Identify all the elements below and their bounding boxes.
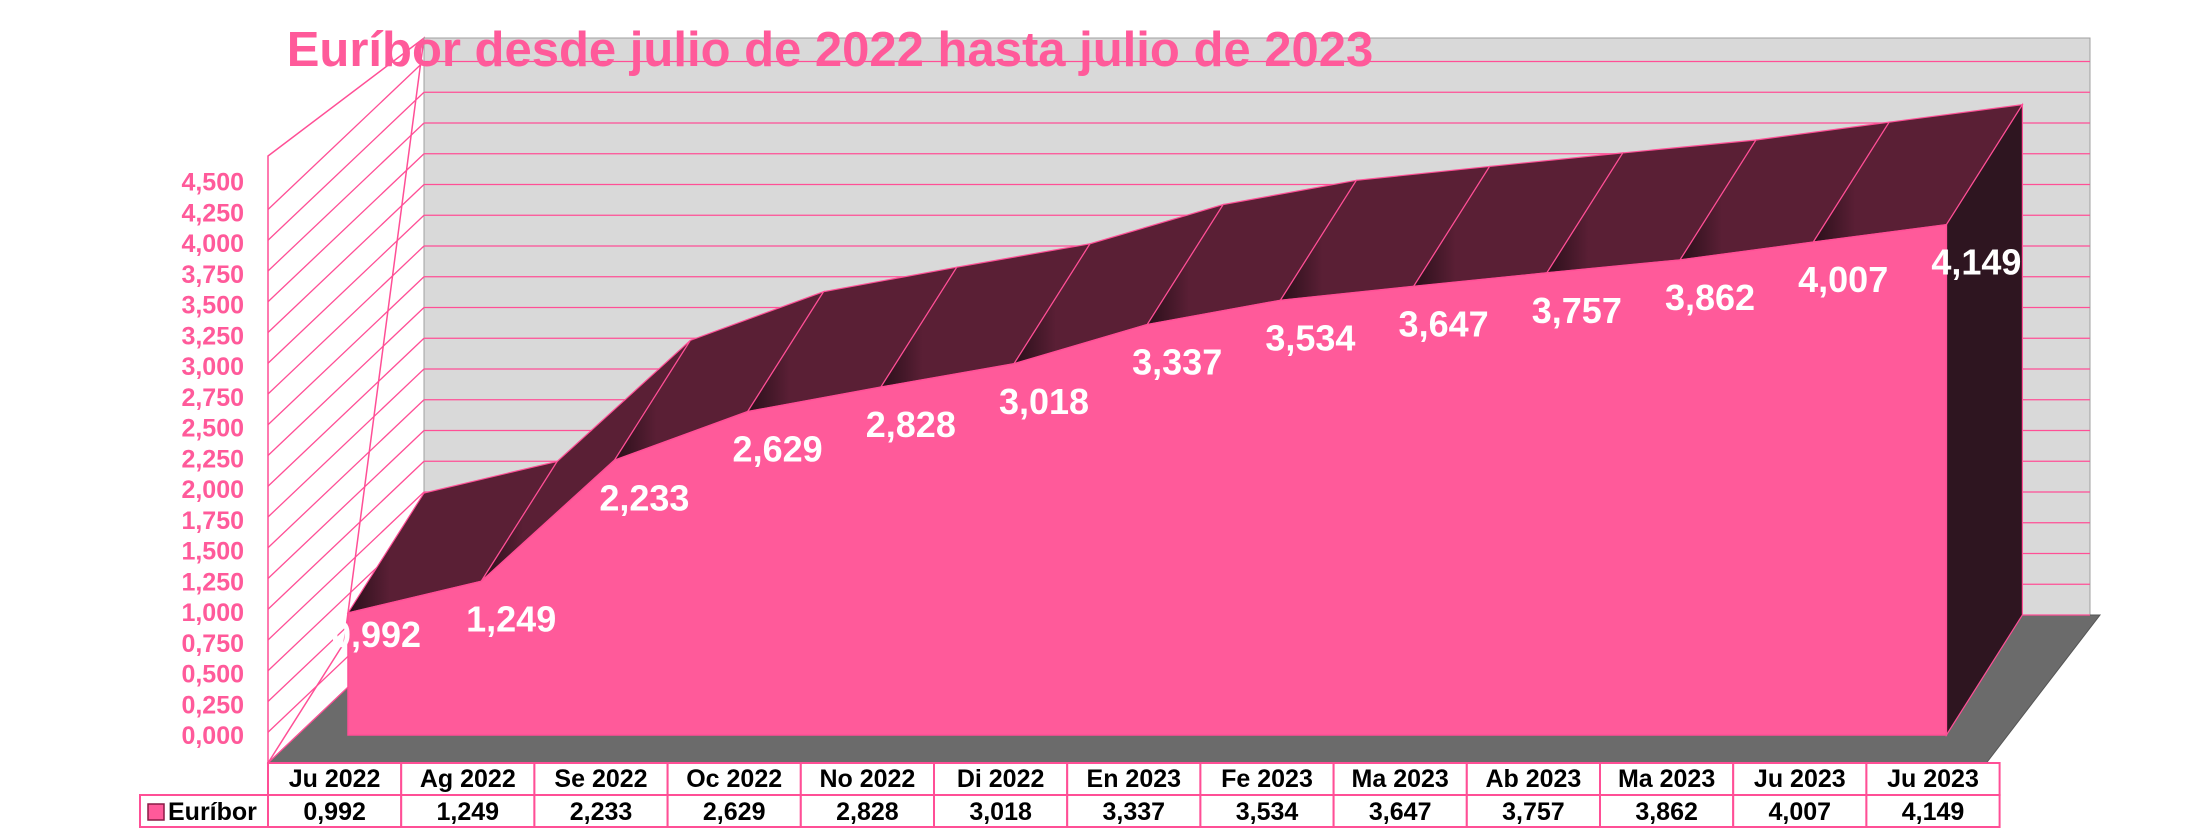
- area-front-face: [347, 223, 1948, 736]
- data-label: 2,233: [599, 477, 689, 518]
- category-label: En 2023: [1087, 765, 1182, 793]
- y-tick-label: 4,000: [181, 230, 244, 258]
- category-label: Se 2022: [554, 765, 647, 793]
- y-tick-label: 0,500: [181, 661, 244, 689]
- data-label: 3,862: [1665, 277, 1755, 318]
- value-cell: [666, 794, 802, 828]
- y-tick-label: 3,250: [181, 322, 244, 350]
- table-value: 2,629: [703, 798, 766, 826]
- y-tick-label: 1,250: [181, 568, 244, 596]
- table-value: 3,337: [1103, 798, 1166, 826]
- category-label: Ju 2022: [289, 765, 381, 793]
- legend-swatch: [147, 803, 165, 821]
- category-label: Fe 2023: [1221, 765, 1313, 793]
- data-table: Euríbor Ju 2022 0,992 Ag 2022 1,249 Se 2022 2,…: [139, 762, 2001, 828]
- table-value: 2,233: [570, 798, 633, 826]
- category-cell: [1599, 762, 1735, 796]
- gridline-side: [267, 368, 425, 518]
- data-label: 1,249: [466, 598, 556, 639]
- y-tick-label: 2,500: [181, 415, 244, 443]
- data-label: 2,828: [866, 404, 956, 445]
- category-label: Ma 2023: [1618, 765, 1715, 793]
- gridline-side: [267, 122, 425, 272]
- table-value: 3,534: [1236, 798, 1299, 826]
- chart-title: Euríbor desde julio de 2022 hasta julio …: [286, 23, 1374, 77]
- y-tick-label: 2,250: [181, 445, 244, 473]
- data-label: 3,647: [1399, 303, 1489, 344]
- table-value: 0,992: [303, 798, 366, 826]
- y-tick-label: 4,250: [181, 199, 244, 227]
- y-tick-label: 4,500: [181, 169, 244, 197]
- category-label: Ju 2023: [1754, 765, 1846, 793]
- category-label: No 2022: [819, 765, 915, 793]
- gridline-side: [267, 337, 425, 487]
- data-label: 3,757: [1532, 290, 1622, 331]
- category-label: Oc 2022: [686, 765, 782, 793]
- table-value: 4,149: [1902, 798, 1965, 826]
- table-value: 2,828: [836, 798, 899, 826]
- category-label: Ag 2022: [420, 765, 516, 793]
- gridline-side: [267, 307, 425, 456]
- y-tick-label: 3,750: [181, 261, 244, 289]
- table-value: 1,249: [437, 798, 500, 826]
- data-label: 0,992: [331, 614, 421, 655]
- gridline-side: [267, 184, 425, 333]
- gridline-side: [267, 61, 425, 210]
- value-cell: [1066, 794, 1202, 828]
- gridline-side: [267, 460, 425, 610]
- gridline-side: [267, 491, 425, 641]
- category-label: Ab 2023: [1485, 765, 1581, 793]
- category-cell: [666, 762, 802, 796]
- category-cell: [1732, 762, 1868, 796]
- y-tick-label: 3,000: [181, 353, 244, 381]
- category-label: Ma 2023: [1352, 765, 1449, 793]
- value-cell: [533, 794, 669, 828]
- legend-label: Euríbor: [168, 798, 257, 826]
- gridline-side: [267, 430, 425, 579]
- table-value: 3,862: [1635, 798, 1698, 826]
- y-tick-label: 0,250: [181, 691, 244, 719]
- gridline-side: [267, 214, 425, 364]
- value-cell: [1199, 794, 1335, 828]
- gridline-side: [267, 91, 425, 241]
- y-tick-label: 2,750: [181, 384, 244, 412]
- data-label: 4,007: [1798, 259, 1888, 300]
- y-tick-label: 0,750: [181, 630, 244, 658]
- y-tick-label: 1,000: [181, 599, 244, 627]
- table-value: 3,757: [1502, 798, 1565, 826]
- table-value: 3,018: [969, 798, 1032, 826]
- data-labels: 0,992 1,249 2,233 2,629 2,828 3,018 3,337 3,534…: [331, 242, 2021, 655]
- value-cell: [1732, 794, 1868, 828]
- gridline-side: [267, 276, 425, 426]
- y-tick-label: 0,000: [181, 722, 244, 750]
- data-label: 2,629: [733, 429, 823, 470]
- value-cell: [1865, 794, 2001, 828]
- y-tick-label: 1,500: [181, 538, 244, 566]
- category-cell: [1865, 762, 2001, 796]
- category-cell: [1066, 762, 1202, 796]
- data-label: 4,149: [1931, 242, 2021, 283]
- area-series: [346, 102, 2024, 738]
- gridline-side: [267, 153, 425, 303]
- data-label: 3,337: [1132, 342, 1222, 383]
- category-cell: [1332, 762, 1468, 796]
- category-cell: [933, 762, 1069, 796]
- table-value: 4,007: [1769, 798, 1832, 826]
- data-label: 3,018: [999, 381, 1089, 422]
- category-cell: [1465, 762, 1602, 796]
- y-tick-label: 1,750: [181, 507, 244, 535]
- category-label: Ju 2023: [1887, 765, 1979, 793]
- data-label: 3,534: [1265, 317, 1355, 358]
- y-tick-label: 3,500: [181, 292, 244, 320]
- value-cell: [267, 794, 403, 828]
- category-label: Di 2022: [957, 765, 1045, 793]
- y-tick-label: 2,000: [181, 476, 244, 504]
- gridline-side: [267, 399, 425, 549]
- gridline-side: [267, 245, 425, 395]
- table-value: 3,647: [1369, 798, 1432, 826]
- value-cell: [400, 794, 536, 828]
